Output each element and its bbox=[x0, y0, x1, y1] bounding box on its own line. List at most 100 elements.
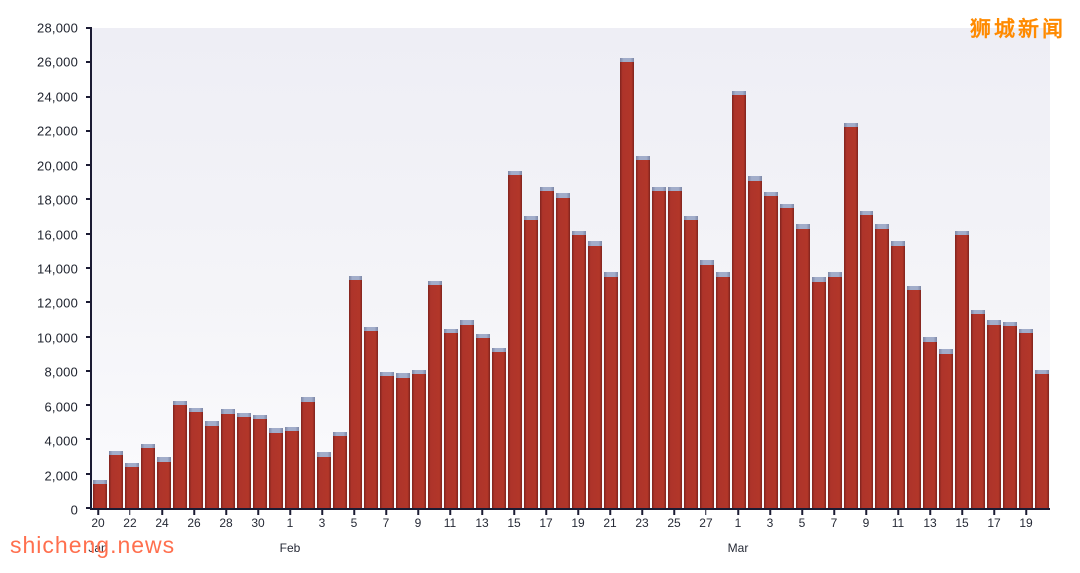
x-axis-tick-label: 3 bbox=[318, 516, 326, 530]
x-axis-tick-mark bbox=[449, 510, 451, 515]
bar-main-segment bbox=[635, 160, 650, 508]
bar-main-segment bbox=[604, 276, 618, 508]
bar-main-segment bbox=[316, 456, 331, 508]
bar bbox=[795, 28, 810, 508]
x-axis-tick-label: 9 bbox=[414, 516, 422, 530]
bar bbox=[380, 28, 395, 508]
x-axis-tick-mark bbox=[353, 510, 355, 515]
bar bbox=[396, 28, 411, 508]
bar bbox=[651, 28, 666, 508]
y-axis-tick-label: 28,000 bbox=[37, 20, 78, 36]
bar-cap-segment bbox=[220, 409, 235, 414]
bar-cap-segment bbox=[140, 443, 155, 448]
bar-cap-segment bbox=[572, 231, 587, 236]
bar-main-segment bbox=[284, 430, 299, 508]
x-axis-tick-label: 15 bbox=[507, 516, 521, 530]
y-axis-tick-label: 24,000 bbox=[37, 89, 78, 105]
bar-main-segment bbox=[444, 333, 459, 508]
x-axis-tick-label: 1 bbox=[286, 516, 294, 530]
x-axis-tick-label: 5 bbox=[350, 516, 358, 530]
x-axis-tick-mark bbox=[833, 510, 835, 515]
bar-cap-segment bbox=[188, 407, 203, 412]
bar-cap-segment bbox=[1035, 370, 1050, 375]
bar bbox=[715, 28, 730, 508]
bar-main-segment bbox=[124, 466, 139, 508]
bar-cap-segment bbox=[683, 215, 698, 220]
bar bbox=[667, 28, 682, 508]
x-axis-month-label: Mar bbox=[727, 541, 749, 555]
bar bbox=[93, 28, 107, 508]
bar bbox=[316, 28, 331, 508]
y-axis-tick-label: 22,000 bbox=[37, 123, 78, 139]
y-axis-tick-mark bbox=[86, 369, 92, 372]
bar-cap-segment bbox=[300, 397, 315, 402]
x-axis-tick-mark bbox=[641, 510, 643, 515]
bar-main-segment bbox=[907, 290, 922, 508]
bar-main-segment bbox=[651, 190, 666, 508]
bar bbox=[763, 28, 778, 508]
x-axis-tick-mark bbox=[897, 510, 899, 515]
x-axis-month-label: Feb bbox=[279, 541, 301, 555]
bar bbox=[731, 28, 746, 508]
bar bbox=[460, 28, 475, 508]
x-axis-tick-mark bbox=[993, 510, 995, 515]
y-axis-tick-mark bbox=[86, 438, 92, 441]
bar-cap-segment bbox=[1019, 328, 1034, 334]
bar-cap-segment bbox=[412, 370, 427, 375]
bar-main-segment bbox=[891, 245, 906, 508]
bar-cap-segment bbox=[987, 320, 1002, 325]
bar-cap-segment bbox=[667, 186, 682, 191]
bar bbox=[971, 28, 986, 508]
bar-cap-segment bbox=[316, 452, 331, 457]
bar bbox=[428, 28, 443, 508]
bar-main-segment bbox=[859, 214, 874, 508]
y-axis-tick-mark bbox=[86, 232, 92, 235]
y-axis-tick-mark bbox=[86, 507, 92, 509]
x-axis-tick-mark bbox=[161, 510, 163, 515]
bar-cap-segment bbox=[540, 186, 555, 191]
bar bbox=[188, 28, 203, 508]
bar-main-segment bbox=[188, 412, 203, 508]
bar-cap-segment bbox=[955, 231, 970, 236]
bar bbox=[444, 28, 459, 508]
x-axis-tick-mark bbox=[609, 510, 611, 515]
x-axis-tick-mark bbox=[769, 510, 771, 515]
bar-cap-segment bbox=[923, 337, 938, 342]
bar-cap-segment bbox=[779, 203, 794, 208]
x-axis-tick-mark bbox=[1025, 510, 1027, 515]
bar-main-segment bbox=[955, 235, 970, 508]
bars bbox=[92, 28, 1050, 508]
bar-main-segment bbox=[524, 220, 539, 508]
bar-cap-segment bbox=[172, 400, 187, 406]
bar-cap-segment bbox=[204, 421, 219, 426]
x-axis-tick-mark bbox=[481, 510, 483, 515]
x-axis-tick-label: 23 bbox=[635, 516, 649, 530]
x-axis-tick-label: 17 bbox=[539, 516, 553, 530]
y-axis-tick-label: 6,000 bbox=[44, 399, 78, 415]
x-axis-month-label: Jan bbox=[88, 541, 108, 555]
bar bbox=[156, 28, 171, 508]
bar-cap-segment bbox=[971, 310, 986, 315]
bar-main-segment bbox=[556, 197, 571, 508]
x-axis-tick-mark bbox=[513, 510, 515, 515]
bar-cap-segment bbox=[284, 426, 299, 431]
bar-main-segment bbox=[492, 352, 507, 508]
bar-cap-segment bbox=[827, 272, 842, 277]
x-axis-tick-label: 15 bbox=[955, 516, 969, 530]
bar bbox=[124, 28, 139, 508]
y-axis-tick-label: 10,000 bbox=[37, 330, 78, 346]
x-axis-tick-label: 17 bbox=[987, 516, 1001, 530]
x-axis-tick-label: 7 bbox=[382, 516, 390, 530]
x-axis-tick-label: 11 bbox=[891, 516, 905, 530]
x-axis-tick-label: 11 bbox=[443, 516, 457, 530]
bar-cap-segment bbox=[635, 155, 650, 160]
y-axis-tick-label: 8,000 bbox=[44, 364, 78, 380]
bar bbox=[172, 28, 187, 508]
y-axis-tick-mark bbox=[86, 164, 92, 167]
y-axis-tick-label: 20,000 bbox=[37, 158, 78, 174]
y-axis-tick-label: 16,000 bbox=[37, 227, 78, 243]
watermark-top-right: 狮城新闻 bbox=[970, 18, 1066, 41]
bar bbox=[683, 28, 698, 508]
bar-main-segment bbox=[1003, 326, 1018, 508]
